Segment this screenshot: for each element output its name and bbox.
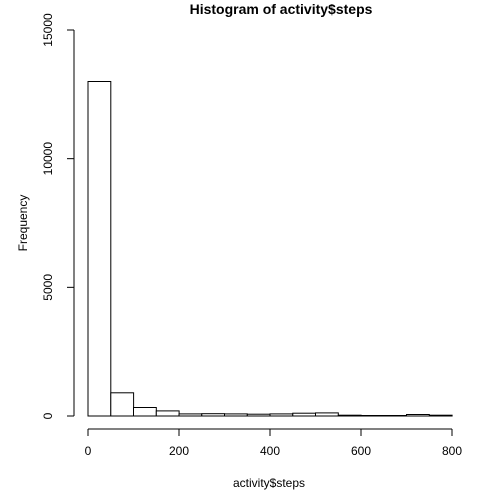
histogram-bar-50 (110, 392, 135, 417)
y-axis-title: Frequency (16, 195, 30, 252)
histogram-bar-500 (315, 412, 339, 417)
y-tick-label-5000: 5000 (41, 274, 55, 301)
x-axis: 0 200 400 600 800 (85, 428, 462, 458)
histogram-bar-650 (383, 415, 408, 417)
x-tick-label-0: 0 (85, 444, 92, 458)
histogram-bar-150 (155, 410, 180, 417)
y-tick-label-10000: 10000 (41, 142, 55, 176)
histogram-bar-100 (133, 407, 157, 417)
histogram-bar-300 (224, 413, 248, 417)
chart-title: Histogram of activity$steps (190, 1, 373, 17)
y-axis: 0 5000 10000 15000 (41, 13, 75, 419)
histogram-bar-350 (246, 413, 271, 417)
x-tick-label-600: 600 (351, 444, 371, 458)
x-tick-label-400: 400 (260, 444, 280, 458)
y-tick-label-15000: 15000 (41, 13, 55, 47)
y-tick-label-0: 0 (41, 412, 55, 419)
x-axis-title: activity$steps (233, 476, 305, 490)
histogram-bar-400 (269, 413, 294, 417)
x-tick-label-200: 200 (169, 444, 189, 458)
x-tick-label-800: 800 (442, 444, 462, 458)
histogram-bar-250 (201, 413, 226, 417)
histogram-bar-200 (178, 413, 203, 417)
histogram-bar-700 (406, 414, 430, 417)
histogram-bar-750 (428, 414, 453, 417)
bars-layer (87, 81, 453, 417)
histogram-bar-550 (337, 414, 362, 417)
histogram-bar-600 (360, 415, 385, 417)
histogram-bar-0 (87, 81, 112, 417)
histogram-bar-450 (292, 412, 317, 417)
